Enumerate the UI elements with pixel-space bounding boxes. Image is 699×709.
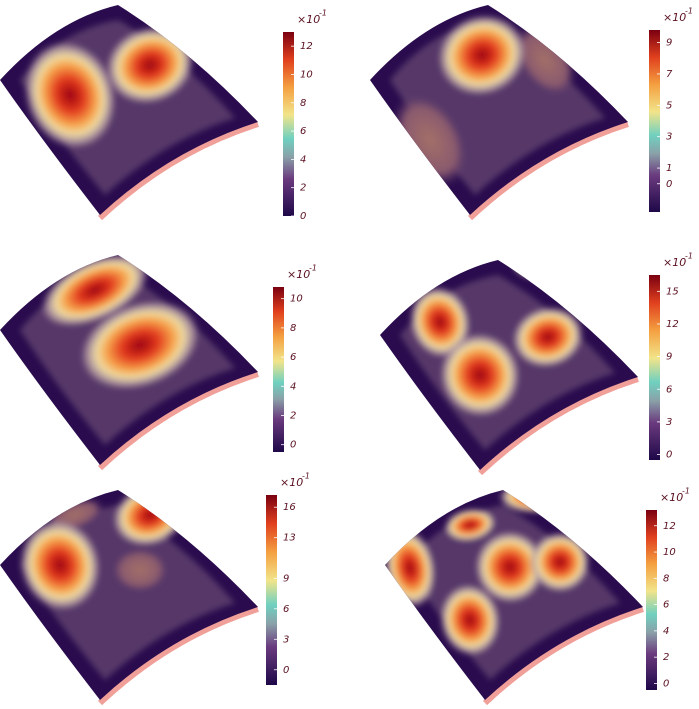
colorbar-tick-label: 12 (666, 319, 679, 330)
colorbar-tick-label: 3 (666, 417, 672, 428)
colorbar-tick-label: 9 (283, 573, 289, 584)
field (20, 255, 235, 445)
colorbar-tick-label: 0 (300, 211, 306, 222)
scale-multiplier: ×10 (663, 256, 686, 269)
colorbar-tick-label: 3 (283, 634, 289, 645)
lobe (530, 532, 590, 592)
field (385, 490, 620, 680)
shell-edge (482, 606, 644, 706)
lobe (512, 306, 584, 368)
colorbar-tick-label: 0 (663, 678, 669, 689)
colorbar-tick-label: 16 (283, 502, 296, 513)
colorbar (646, 510, 657, 690)
colorbar (649, 275, 660, 460)
colorbar-tick-label: 2 (300, 183, 306, 194)
scale-multiplier: ×10 (280, 476, 303, 489)
field (390, 14, 605, 195)
lobe (439, 333, 521, 417)
scale-exponent: -1 (319, 9, 327, 18)
mode-shape (370, 5, 629, 221)
lobe (437, 14, 527, 96)
colorbar-tick-label: 8 (300, 98, 306, 109)
field (400, 260, 615, 450)
shell-edge (97, 606, 259, 706)
colorbar-tick-label: 8 (663, 573, 669, 584)
colorbar-tick-label: 1 (666, 163, 672, 174)
shell-edge (97, 121, 259, 221)
colorbar-tick-label: 6 (283, 604, 289, 615)
colorbar-tick-label: 4 (300, 154, 306, 165)
colorbar-tick-label: 9 (666, 38, 672, 49)
colorbar-tick-label: 10 (290, 294, 303, 305)
colorbar-tick-label: 2 (290, 410, 296, 421)
mode-shape (0, 255, 259, 471)
colorbar-tick-label: 0 (666, 179, 672, 190)
lobe (444, 508, 496, 542)
colorbar-tick-label: 9 (666, 352, 672, 363)
mode-shape (0, 490, 259, 706)
colorbar-tick-label: 12 (663, 521, 676, 532)
scale-exponent: -1 (682, 487, 690, 496)
scale-exponent: -1 (309, 264, 317, 273)
scale-exponent: -1 (685, 7, 693, 16)
colorbar (283, 32, 294, 216)
scale-multiplier: ×10 (287, 268, 310, 281)
scale-multiplier: ×10 (663, 11, 686, 24)
colorbar (273, 287, 284, 452)
shell-edge (477, 376, 639, 476)
colorbar-tick-label: 2 (663, 652, 669, 663)
lobe (499, 490, 571, 513)
field (20, 20, 235, 195)
colorbar-tick-label: 0 (283, 665, 289, 676)
colorbar-tick-label: 10 (663, 547, 676, 558)
colorbar-tick-label: 15 (666, 286, 679, 297)
colorbar-tick-label: 12 (300, 41, 313, 52)
mode-shape (380, 260, 639, 476)
shell-edge (97, 371, 259, 471)
colorbar-tick-label: 6 (290, 352, 296, 363)
colorbar-tick-label: 0 (666, 450, 672, 461)
colorbar-tick-label: 10 (300, 69, 313, 80)
lobe (409, 286, 471, 358)
scale-multiplier: ×10 (660, 491, 683, 504)
colorbar-tick-label: 5 (666, 100, 672, 111)
lobe (512, 260, 572, 280)
scale-exponent: -1 (685, 252, 693, 261)
colorbar (649, 30, 660, 212)
lobe (439, 584, 501, 656)
colorbar-tick-label: 7 (666, 69, 673, 80)
lobe (79, 300, 201, 390)
lobe (474, 531, 546, 603)
faint-lobe (112, 548, 168, 592)
colorbar-tick-label: 6 (300, 126, 306, 137)
lobe (19, 519, 101, 611)
colorbar-tick-label: 6 (663, 600, 669, 611)
colorbar-tick-label: 4 (290, 381, 296, 392)
mode-shape (385, 490, 644, 706)
scale-multiplier: ×10 (297, 13, 320, 26)
colorbar-tick-label: 4 (663, 626, 669, 637)
colorbar-tick-label: 6 (666, 384, 672, 395)
colorbar-tick-label: 13 (283, 533, 296, 544)
shell-edge (467, 121, 629, 221)
colorbar-tick-label: 8 (290, 323, 296, 334)
colorbar (266, 495, 277, 685)
field (19, 490, 235, 680)
colorbar-tick-label: 0 (290, 440, 296, 451)
mode-shape (0, 5, 259, 221)
lobe (23, 41, 117, 149)
lobe (105, 26, 195, 104)
scale-exponent: -1 (302, 472, 310, 481)
colorbar-tick-label: 3 (666, 132, 672, 143)
